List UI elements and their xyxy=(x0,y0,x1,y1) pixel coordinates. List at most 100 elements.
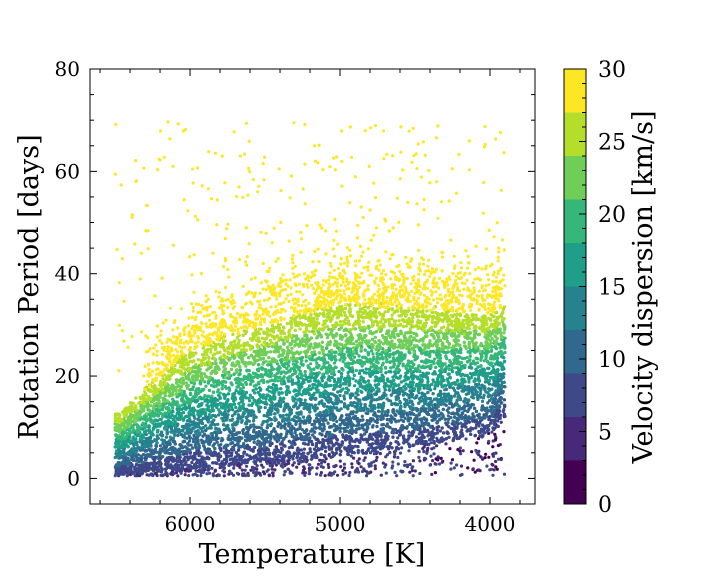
scatter-point xyxy=(497,410,501,414)
scatter-point xyxy=(245,464,249,468)
scatter-point xyxy=(304,460,308,464)
scatter-point xyxy=(379,417,383,422)
scatter-point xyxy=(254,431,258,435)
scatter-point xyxy=(209,432,213,436)
scatter-point xyxy=(193,457,197,461)
scatter-point xyxy=(349,410,353,414)
scatter-point xyxy=(259,473,263,477)
scatter-point xyxy=(289,431,293,435)
scatter-point xyxy=(402,409,406,413)
scatter-point xyxy=(140,472,144,476)
scatter-point xyxy=(246,430,250,435)
scatter-point xyxy=(435,439,439,443)
scatter-point xyxy=(205,451,209,455)
scatter-point xyxy=(308,447,312,451)
scatter-point xyxy=(486,424,490,428)
scatter-point xyxy=(362,458,366,462)
scatter-point xyxy=(224,424,228,429)
scatter-point xyxy=(365,421,369,425)
scatter-point xyxy=(261,465,265,469)
scatter-point xyxy=(266,457,270,461)
scatter-point xyxy=(271,471,275,475)
scatter-point xyxy=(453,415,457,419)
scatter-point xyxy=(152,469,156,473)
scatter-point xyxy=(348,470,352,475)
scatter-point xyxy=(338,430,342,434)
scatter-point xyxy=(273,416,277,420)
scatter-point xyxy=(156,469,160,473)
scatter-point xyxy=(459,430,463,434)
scatter-point xyxy=(343,426,347,430)
scatter-point xyxy=(305,455,309,459)
scatter-point xyxy=(230,451,234,455)
scatter-point xyxy=(284,462,289,466)
scatter-point xyxy=(193,466,197,470)
scatter-point xyxy=(299,436,303,440)
scatter-point xyxy=(127,459,131,463)
scatter-point xyxy=(400,424,404,428)
scatter-point xyxy=(375,431,380,435)
scatter-point xyxy=(439,456,443,460)
scatter-point xyxy=(340,440,344,444)
scatter-point xyxy=(394,413,398,417)
scatter-point xyxy=(370,445,374,449)
scatter-point xyxy=(350,462,354,466)
scatter-point xyxy=(229,471,234,475)
scatter-point xyxy=(490,467,494,471)
scatter-point xyxy=(341,469,345,473)
scatter-point xyxy=(168,457,172,461)
scatter-point xyxy=(213,447,217,451)
scatter-point xyxy=(386,445,390,449)
scatter-point xyxy=(335,437,339,441)
scatter-point xyxy=(333,428,337,432)
scatter-point xyxy=(490,430,494,434)
scatter-point xyxy=(461,411,465,415)
scatter-point xyxy=(497,406,501,410)
scatter-point xyxy=(386,410,390,414)
scatter-point xyxy=(483,431,487,435)
scatter-point xyxy=(270,430,274,434)
scatter-point xyxy=(217,443,221,447)
scatter-point xyxy=(339,449,343,453)
scatter-point xyxy=(288,471,292,475)
scatter-point xyxy=(431,459,435,463)
scatter-point xyxy=(237,444,242,448)
scatter-point xyxy=(424,457,428,461)
scatter-point xyxy=(411,459,415,463)
scatter-point xyxy=(151,473,155,477)
scatter-point xyxy=(345,429,349,433)
scatter-point xyxy=(463,408,467,413)
scatter-point xyxy=(277,461,281,465)
scatter-point xyxy=(385,422,389,426)
scatter-point xyxy=(393,452,397,456)
scatter-point xyxy=(227,437,231,441)
scatter-point xyxy=(422,427,427,431)
scatter-point xyxy=(350,465,354,469)
scatter-point xyxy=(310,456,314,461)
scatter-point xyxy=(304,421,308,425)
scatter-point xyxy=(408,422,412,426)
scatter-point xyxy=(252,428,256,432)
scatter-point xyxy=(318,425,322,429)
scatter-point xyxy=(217,473,221,477)
scatter-point xyxy=(499,395,503,400)
scatter-point xyxy=(276,449,280,453)
scatter-point xyxy=(485,410,489,414)
scatter-point xyxy=(319,452,323,456)
scatter-point xyxy=(259,457,263,461)
scatter-point xyxy=(459,421,463,425)
scatter-point xyxy=(341,472,345,476)
scatter-point xyxy=(306,442,310,446)
scatter-point xyxy=(366,409,370,413)
scatter-point xyxy=(399,405,403,409)
scatter-point xyxy=(429,441,433,445)
scatter-point xyxy=(487,455,491,459)
scatter-point xyxy=(177,447,181,451)
scatter-point xyxy=(435,436,439,440)
scatter-point xyxy=(375,420,379,425)
scatter-point xyxy=(125,474,129,478)
scatter-point xyxy=(389,420,393,424)
scatter-point xyxy=(205,472,209,476)
scatter-point xyxy=(298,425,302,429)
scatter-point xyxy=(483,456,487,460)
